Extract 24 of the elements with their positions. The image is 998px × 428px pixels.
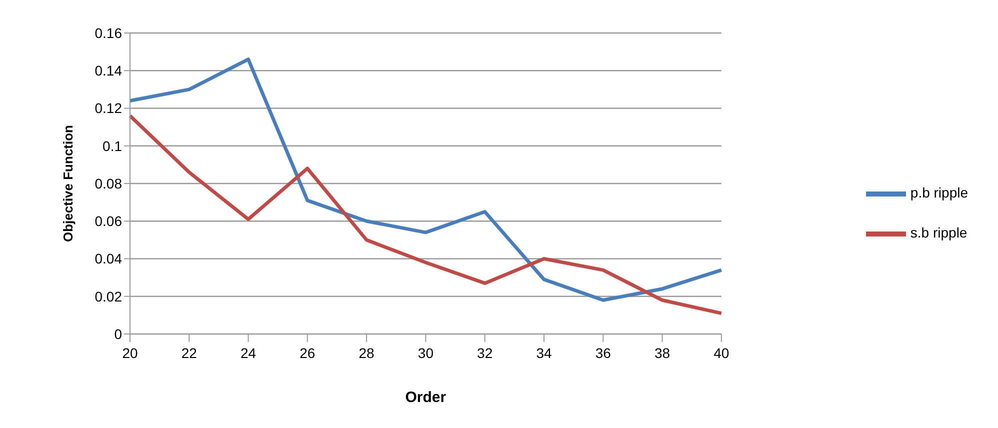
x-tick-label: 40 — [714, 344, 730, 361]
x-tick-label: 24 — [240, 344, 256, 361]
x-tick-label: 20 — [122, 344, 138, 361]
y-tick-label: 0.02 — [94, 288, 122, 304]
x-tick-label: 22 — [181, 344, 198, 361]
y-tick-label: 0.16 — [94, 24, 122, 41]
legend-label: p.b ripple — [910, 184, 968, 201]
x-tick-label: 34 — [536, 344, 552, 361]
x-tick-label: 28 — [358, 344, 375, 361]
x-axis-title: Order — [405, 389, 446, 406]
legend-label: s.b ripple — [910, 224, 968, 241]
x-tick-label: 26 — [300, 344, 316, 361]
y-tick-label: 0.12 — [94, 100, 122, 116]
y-tick-label: 0 — [114, 326, 122, 342]
y-axis-title: Objective Function — [60, 124, 76, 242]
x-tick-label: 38 — [654, 344, 670, 361]
x-tick-label: 32 — [477, 344, 493, 361]
x-tick-label: 36 — [595, 344, 612, 361]
y-tick-label: 0.06 — [94, 213, 122, 230]
x-tick-label: 30 — [418, 344, 434, 361]
y-tick-label: 0.14 — [94, 62, 122, 79]
y-tick-label: 0.1 — [102, 138, 122, 154]
y-tick-label: 0.04 — [94, 250, 122, 267]
y-tick-label: 0.08 — [94, 175, 122, 192]
